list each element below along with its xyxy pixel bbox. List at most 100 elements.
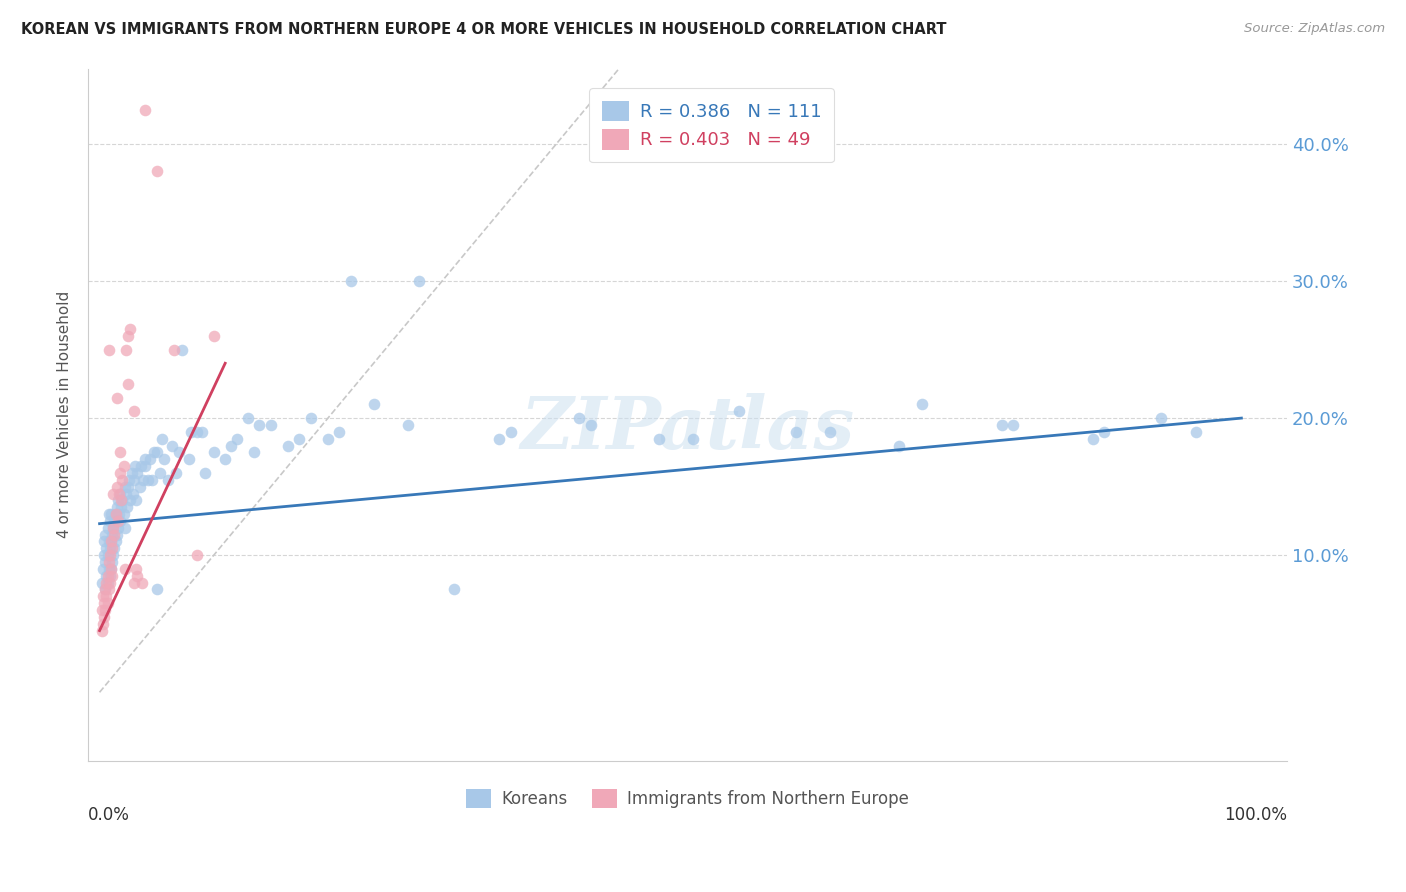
Point	[115, 500, 138, 515]
Text: KOREAN VS IMMIGRANTS FROM NORTHERN EUROPE 4 OR MORE VEHICLES IN HOUSEHOLD CORREL: KOREAN VS IMMIGRANTS FROM NORTHERN EUROP…	[21, 22, 946, 37]
Point	[121, 486, 143, 500]
Point	[100, 562, 122, 576]
Point	[186, 425, 208, 439]
Point	[101, 555, 124, 569]
Point	[145, 582, 167, 597]
Point	[110, 493, 132, 508]
Point	[91, 616, 114, 631]
Point	[1092, 425, 1115, 439]
Point	[131, 575, 153, 590]
Point	[152, 452, 174, 467]
Point	[499, 425, 522, 439]
Point	[101, 541, 124, 556]
Text: 100.0%: 100.0%	[1225, 805, 1286, 824]
Point	[96, 575, 118, 590]
Point	[127, 466, 149, 480]
Point	[299, 411, 322, 425]
Point	[157, 473, 180, 487]
Point	[363, 397, 385, 411]
Point	[98, 514, 121, 528]
Point	[143, 445, 166, 459]
Point	[90, 603, 112, 617]
Point	[125, 493, 148, 508]
Point	[149, 466, 172, 480]
Point	[93, 610, 115, 624]
Point	[682, 432, 704, 446]
Point	[103, 486, 125, 500]
Point	[101, 527, 124, 541]
Point	[124, 459, 146, 474]
Point	[114, 521, 136, 535]
Point	[127, 568, 149, 582]
Point	[128, 480, 150, 494]
Point	[108, 514, 131, 528]
Point	[98, 575, 121, 590]
Point	[103, 541, 125, 556]
Point	[141, 473, 163, 487]
Point	[316, 432, 339, 446]
Point	[785, 425, 807, 439]
Point	[97, 343, 120, 357]
Point	[108, 466, 131, 480]
Point	[94, 582, 117, 597]
Point	[100, 562, 122, 576]
Point	[249, 417, 271, 432]
Point	[820, 425, 842, 439]
Point	[277, 438, 299, 452]
Point	[103, 521, 125, 535]
Point	[120, 493, 142, 508]
Point	[242, 445, 264, 459]
Point	[97, 568, 120, 582]
Point	[136, 473, 159, 487]
Point	[170, 343, 193, 357]
Point	[100, 534, 122, 549]
Point	[91, 590, 114, 604]
Point	[125, 562, 148, 576]
Point	[97, 534, 120, 549]
Point	[328, 425, 350, 439]
Point	[98, 541, 121, 556]
Point	[96, 590, 118, 604]
Point	[108, 486, 131, 500]
Point	[177, 452, 200, 467]
Point	[443, 582, 465, 597]
Point	[108, 507, 131, 521]
Point	[339, 274, 361, 288]
Point	[117, 480, 139, 494]
Point	[990, 417, 1012, 432]
Point	[180, 425, 202, 439]
Point	[104, 534, 127, 549]
Point	[165, 466, 187, 480]
Point	[100, 534, 122, 549]
Point	[225, 432, 247, 446]
Point	[134, 103, 156, 117]
Text: Source: ZipAtlas.com: Source: ZipAtlas.com	[1244, 22, 1385, 36]
Point	[104, 507, 127, 521]
Point	[96, 568, 118, 582]
Point	[150, 432, 173, 446]
Point	[103, 527, 125, 541]
Point	[97, 575, 120, 590]
Point	[107, 521, 129, 535]
Point	[94, 603, 117, 617]
Point	[121, 466, 143, 480]
Point	[194, 466, 217, 480]
Point	[122, 404, 145, 418]
Point	[214, 452, 236, 467]
Point	[101, 568, 124, 582]
Point	[288, 432, 311, 446]
Point	[132, 473, 155, 487]
Point	[94, 582, 117, 597]
Point	[114, 343, 136, 357]
Point	[396, 417, 419, 432]
Point	[97, 562, 120, 576]
Point	[105, 391, 128, 405]
Point	[122, 473, 145, 487]
Point	[118, 473, 141, 487]
Point	[111, 473, 134, 487]
Point	[97, 521, 120, 535]
Point	[122, 575, 145, 590]
Point	[94, 555, 117, 569]
Point	[108, 486, 131, 500]
Point	[163, 343, 186, 357]
